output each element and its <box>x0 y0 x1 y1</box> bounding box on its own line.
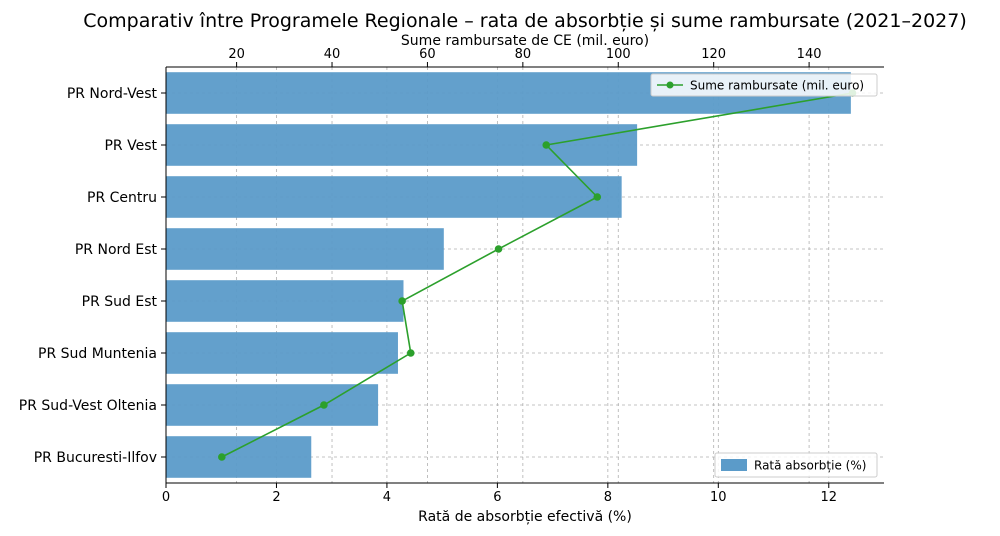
category-label: PR Sud Muntenia <box>38 346 157 362</box>
bars-layer <box>166 72 851 478</box>
bar <box>166 280 404 322</box>
x2-tick-label: 80 <box>515 47 532 62</box>
x-tick-label: 2 <box>272 490 280 505</box>
bar <box>166 228 444 270</box>
x-tick-label: 12 <box>820 490 837 505</box>
x-tick-label: 0 <box>162 490 170 505</box>
category-label: PR Nord-Vest <box>67 86 158 102</box>
category-label: PR Centru <box>87 190 157 206</box>
line-point <box>406 349 415 357</box>
line-point <box>542 141 551 149</box>
legend-line-label: Sume rambursate (mil. euro) <box>690 79 864 93</box>
x2-tick-label: 120 <box>701 47 726 62</box>
legend-bar-box <box>714 452 878 478</box>
chart-title: Comparativ între Programele Regionale – … <box>83 10 967 32</box>
x-tick-label: 10 <box>710 490 727 505</box>
x-tick-label: 6 <box>493 490 501 505</box>
bar <box>166 176 622 218</box>
bar <box>166 436 312 478</box>
legend-bar-series: Rată absorbție (%) <box>714 452 878 478</box>
legend-bar-swatch <box>721 459 747 471</box>
x-tick-label: 8 <box>604 490 612 505</box>
line-point <box>320 401 328 409</box>
category-label: PR Vest <box>104 138 157 154</box>
legend-line-series: Sume rambursate (mil. euro) <box>650 73 878 97</box>
legend-line-marker <box>666 81 674 89</box>
legend-line-box <box>650 73 878 97</box>
x2-tick-label: 60 <box>419 47 436 62</box>
axes-layer: 0 2 4 6 8 10 12 20 40 60 80 100 120 140 PR Nord-Vest PR… <box>19 47 884 505</box>
x-axis-label: Rată de absorbție efectivă (%) <box>418 509 632 525</box>
x2-axis-label: Sume rambursate de CE (mil. euro) <box>401 33 649 49</box>
x2-tick-label: 140 <box>797 47 822 62</box>
bar <box>166 384 379 426</box>
line-point <box>494 245 503 253</box>
x2-tick-label: 40 <box>324 47 341 62</box>
legend-bar-label: Rată absorbție (%) <box>754 459 866 473</box>
line-point <box>218 453 226 461</box>
line-point <box>593 193 602 201</box>
category-label: PR Nord Est <box>75 242 158 258</box>
line-point <box>398 297 406 305</box>
x2-tick-label: 100 <box>606 47 631 62</box>
bar <box>166 124 638 166</box>
x-tick-label: 4 <box>383 490 391 505</box>
bar <box>166 332 398 374</box>
category-label: PR Sud-Vest Oltenia <box>19 398 157 414</box>
line-series-path <box>221 92 853 458</box>
category-label: PR Sud Est <box>82 294 158 310</box>
category-label: PR Bucuresti-Ilfov <box>34 450 157 466</box>
x2-tick-label: 20 <box>228 47 245 62</box>
